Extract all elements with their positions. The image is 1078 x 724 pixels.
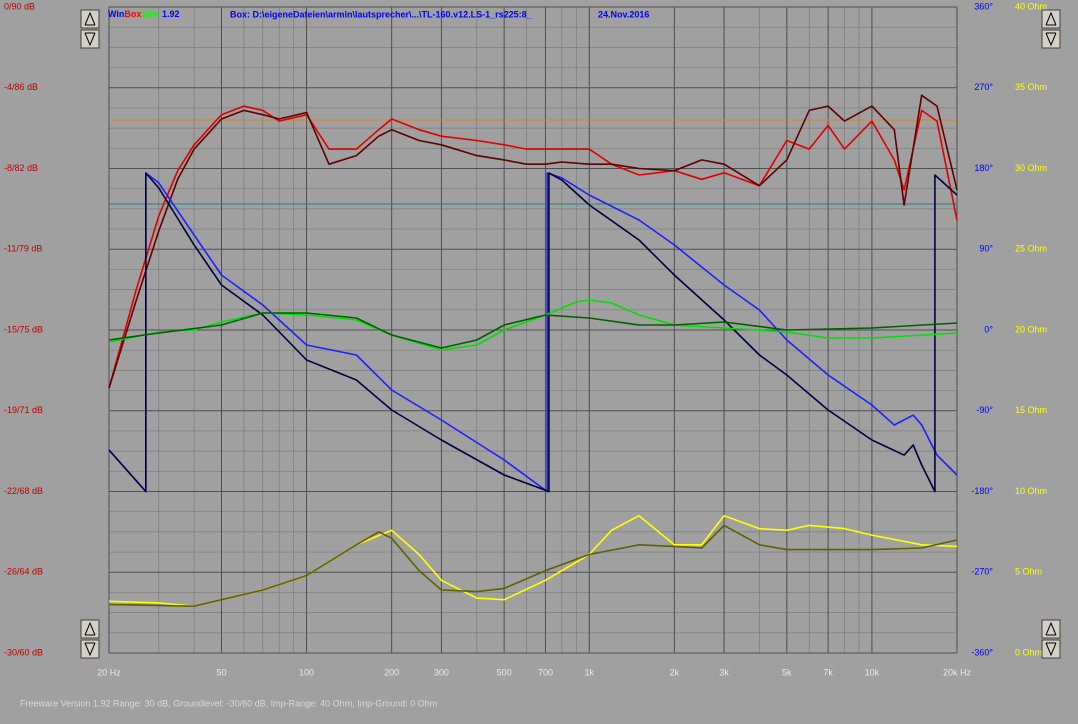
curve — [108, 172, 958, 493]
x-tick-label: 20 Hz — [97, 667, 121, 677]
x-tick-label: 5k — [782, 667, 792, 677]
y2-tick-label: 180° — [974, 163, 993, 173]
y-tick-label: -26/64 dB — [4, 567, 43, 577]
x-tick-label: 700 — [538, 667, 553, 677]
zoom-up-right[interactable] — [1041, 9, 1061, 29]
y-tick-label: -30/60 dB — [4, 647, 43, 657]
y3-tick-label: 15 Ohm — [1015, 405, 1047, 415]
y-tick-label: -8/82 dB — [4, 163, 38, 173]
x-tick-label: 7k — [823, 667, 833, 677]
y2-tick-label: -270° — [971, 567, 993, 577]
zoom-down-right[interactable] — [1041, 29, 1061, 49]
y-tick-label: -22/68 dB — [4, 486, 43, 496]
zoom-down-left[interactable] — [80, 29, 100, 49]
curve — [108, 299, 958, 351]
y2-tick-label: -360° — [971, 647, 993, 657]
y3-tick-label: 20 Ohm — [1015, 324, 1047, 334]
y-tick-label: -15/75 dB — [4, 324, 43, 334]
curve — [108, 94, 958, 389]
x-tick-label: 10k — [865, 667, 880, 677]
x-tick-label: 50 — [216, 667, 226, 677]
x-tick-label: 2k — [670, 667, 680, 677]
y2-tick-label: -90° — [976, 405, 993, 415]
y3-tick-label: 10 Ohm — [1015, 486, 1047, 496]
y2-tick-label: 0° — [984, 324, 993, 334]
footer: Freeware Version 1.92 Range: 30 dB, Grou… — [20, 698, 437, 708]
app-name-part: Sim — [141, 9, 158, 19]
y2-tick-label: 270° — [974, 82, 993, 92]
curve — [108, 312, 958, 349]
x-tick-label: 3k — [719, 667, 729, 677]
x-tick-label: 1k — [584, 667, 594, 677]
app-name-part: Box — [124, 9, 141, 19]
range-up-left[interactable] — [80, 619, 100, 639]
app-name: WinBoxSim 1.92 — [108, 9, 179, 19]
grid — [108, 6, 958, 654]
y-tick-label: -11/79 dB — [4, 244, 42, 254]
curves — [108, 94, 958, 607]
y3-tick-label: 5 Ohm — [1015, 567, 1042, 577]
y-tick-label: 0/90 dB — [4, 1, 35, 11]
y2-tick-label: -180° — [971, 486, 993, 496]
curve — [108, 524, 958, 607]
y-tick-label: -4/86 dB — [4, 82, 38, 92]
y3-tick-label: 0 Ohm — [1015, 647, 1042, 657]
x-tick-label: 100 — [299, 667, 314, 677]
curve — [108, 105, 958, 389]
date: 24.Nov.2016 — [598, 9, 649, 19]
app-name-part: 1.92 — [162, 9, 180, 19]
y2-tick-label: 360° — [974, 1, 993, 11]
x-tick-label: 20k Hz — [943, 667, 972, 677]
zoom-up-left[interactable] — [80, 9, 100, 29]
y3-tick-label: 35 Ohm — [1015, 82, 1047, 92]
range-down-right[interactable] — [1041, 639, 1061, 659]
box-path: Box: D:\eigeneDateien\armin\lautsprecher… — [230, 9, 533, 19]
x-tick-label: 500 — [497, 667, 512, 677]
x-tick-label: 300 — [434, 667, 449, 677]
range-up-right[interactable] — [1041, 619, 1061, 639]
y-tick-label: -19/71 dB — [4, 405, 43, 415]
x-tick-label: 200 — [384, 667, 399, 677]
y3-tick-label: 25 Ohm — [1015, 244, 1047, 254]
y3-tick-label: 30 Ohm — [1015, 163, 1047, 173]
y3-tick-label: 40 Ohm — [1015, 1, 1047, 11]
y2-tick-label: 90° — [979, 244, 993, 254]
app-name-part: Win — [108, 9, 124, 19]
range-down-left[interactable] — [80, 639, 100, 659]
